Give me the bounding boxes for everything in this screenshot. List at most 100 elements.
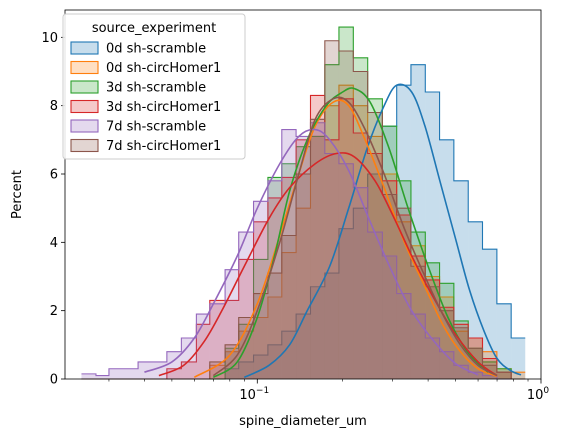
- bar: [267, 344, 282, 379]
- bar: [353, 71, 368, 379]
- bar: [253, 317, 268, 379]
- bar: [281, 252, 297, 379]
- legend-item: 3d sh-scramble: [70, 80, 206, 96]
- bar: [410, 266, 426, 379]
- bar: [382, 180, 397, 379]
- legend-item: 7d sh-circHomer1: [70, 138, 221, 154]
- plot-frame: [64, 9, 542, 380]
- bar: [468, 372, 483, 379]
- bar: [238, 259, 254, 379]
- bar: [267, 180, 282, 379]
- legend: source_experiment 0d sh-scramble 0d sh-ci…: [62, 13, 246, 160]
- bar: [296, 136, 311, 379]
- bar: [253, 355, 268, 379]
- bar: [253, 293, 268, 379]
- bar: [453, 180, 469, 379]
- bar: [310, 119, 325, 379]
- x-axis-label: spine_diameter_um: [239, 414, 367, 429]
- bar: [482, 375, 497, 379]
- bar: [496, 303, 512, 379]
- legend-swatch: [70, 60, 99, 75]
- bar: [425, 279, 440, 379]
- bar: [367, 112, 383, 379]
- bar: [382, 194, 397, 379]
- bar: [296, 146, 311, 379]
- bar: [238, 317, 254, 379]
- legend-label: 0d sh-scramble: [106, 42, 206, 57]
- bar: [353, 208, 368, 379]
- y-axis: 0 2 4 6 8 10: [41, 31, 65, 388]
- kde-line-4: [144, 128, 479, 376]
- legend-item: 7d sh-scramble: [70, 119, 206, 135]
- bar: [267, 177, 282, 379]
- kde-line-5: [212, 96, 498, 377]
- series-bars-4: [81, 122, 526, 380]
- y-tick-label: 0: [50, 373, 58, 388]
- bar: [108, 368, 125, 379]
- bar: [396, 85, 411, 380]
- bar: [496, 372, 512, 379]
- bar: [310, 286, 325, 379]
- bar: [353, 105, 368, 380]
- bar: [124, 368, 139, 379]
- bar: [396, 293, 411, 379]
- bar: [338, 27, 354, 379]
- bar: [367, 98, 383, 379]
- x-axis: 10−1 100: [108, 379, 550, 403]
- bar: [296, 208, 311, 379]
- legend-label: 3d sh-circHomer1: [106, 100, 221, 115]
- y-tick-label: 4: [50, 236, 58, 251]
- legend-item: 0d sh-scramble: [70, 41, 206, 57]
- bar: [310, 95, 325, 380]
- bar: [353, 133, 368, 379]
- bar: [382, 174, 397, 379]
- bar: [209, 300, 226, 379]
- bar: [310, 136, 325, 379]
- bar: [410, 256, 426, 379]
- bar: [382, 256, 397, 379]
- bar: [324, 273, 339, 379]
- bar: [296, 314, 311, 379]
- legend-box: [62, 13, 246, 160]
- bar: [267, 273, 282, 379]
- bar: [396, 208, 411, 379]
- legend-label: 3d sh-scramble: [106, 81, 206, 96]
- y-tick-label: 6: [50, 168, 58, 183]
- bar: [425, 338, 440, 379]
- bar: [324, 105, 339, 380]
- bar: [181, 361, 197, 379]
- bar: [225, 300, 239, 379]
- bar: [281, 235, 297, 379]
- bar: [81, 373, 96, 379]
- bar: [324, 64, 339, 380]
- series-bars-1: [81, 84, 526, 380]
- bar: [338, 228, 354, 379]
- bar: [410, 64, 426, 380]
- y-axis-label: Percent: [10, 170, 25, 219]
- bar: [324, 40, 339, 379]
- bar: [310, 136, 325, 379]
- x-tick-label: 100: [527, 386, 550, 403]
- bar: [338, 163, 354, 379]
- bar: [468, 221, 483, 379]
- legend-swatch: [70, 41, 99, 55]
- bar: [181, 338, 197, 379]
- kde-line-0: [243, 83, 522, 379]
- y-tick-label: 10: [41, 31, 58, 46]
- legend-item: 3d sh-circHomer1: [70, 99, 221, 115]
- bar: [138, 361, 154, 379]
- bar: [439, 139, 454, 379]
- bar: [511, 338, 526, 379]
- legend-swatch: [70, 80, 99, 94]
- bar: [296, 139, 311, 379]
- legend-label: 7d sh-circHomer1: [106, 139, 221, 154]
- bar: [367, 136, 383, 379]
- bar: [281, 331, 297, 379]
- bar: [453, 331, 469, 379]
- bar: [367, 153, 383, 379]
- bar: [166, 368, 182, 379]
- bar: [209, 303, 226, 379]
- bar: [324, 153, 339, 379]
- x-tick-label: 10−1: [239, 386, 269, 403]
